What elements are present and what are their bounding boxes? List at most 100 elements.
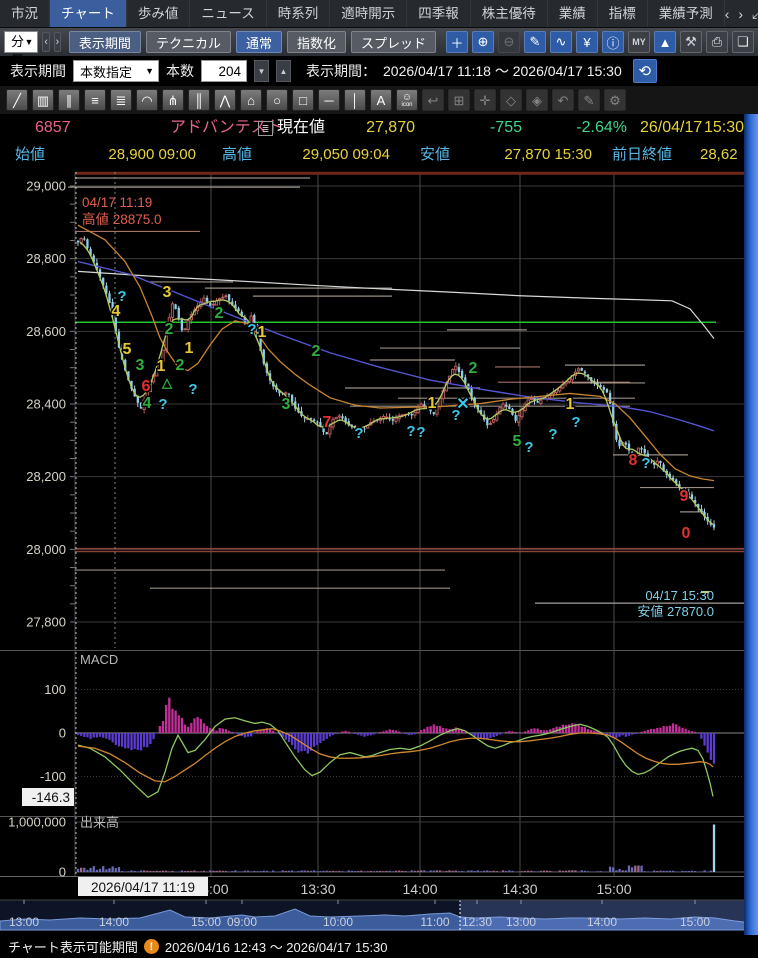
tool-settings-icon: ⚙ [604, 89, 626, 111]
tab-7[interactable]: 株主優待 [471, 0, 548, 27]
macd-histogram [76, 697, 716, 764]
count-label: 本数 [166, 63, 194, 79]
tab-3[interactable]: ニュース [190, 0, 267, 27]
clipboard-icon[interactable]: ❏ [732, 31, 754, 53]
count-up-button[interactable]: ▲ [276, 60, 291, 82]
svg-text:29,000: 29,000 [26, 179, 66, 194]
toolbar-button-1[interactable]: テクニカル [145, 31, 231, 53]
svg-text:?: ? [406, 423, 415, 440]
trend-line-icon[interactable]: ╱ [6, 89, 28, 111]
period-label: 表示期間： [306, 63, 376, 79]
svg-text:04/17 11:19: 04/17 11:19 [82, 195, 152, 210]
ruler-line-icon[interactable]: ▥ [32, 89, 54, 111]
volume-bars [76, 824, 716, 872]
freehand-draw-icon[interactable]: ✎ [524, 31, 546, 53]
currency-display-icon[interactable]: ¥ [576, 31, 598, 53]
prev-close-value: 28,62 [700, 146, 738, 163]
lock-edit-icon: ✎ [578, 89, 600, 111]
svg-text:13:00: 13:00 [506, 915, 536, 929]
quote-row-1: 6857 アドバンテスト ≣ 現在値 27,870 -755 -2.64% 26… [0, 114, 758, 142]
open-value: 28,900 09:00 [108, 146, 196, 163]
interval-select[interactable]: 1分足 ▼ [4, 28, 39, 56]
area-chart-icon[interactable]: ▲ [654, 31, 676, 53]
svg-text:-100: -100 [40, 769, 66, 784]
svg-text:?: ? [158, 396, 167, 413]
tab-2[interactable]: 歩み値 [127, 0, 191, 27]
svg-text:3: 3 [136, 357, 145, 374]
print-icon[interactable]: ⎙ [706, 31, 728, 53]
window-right-border [744, 114, 758, 935]
vertical-segment-icon[interactable]: │ [344, 89, 366, 111]
refresh-button[interactable]: ⟲ [632, 59, 657, 83]
svg-text:0: 0 [59, 726, 66, 741]
svg-text:2: 2 [165, 321, 174, 338]
tab-10[interactable]: 業績予測 [648, 0, 725, 27]
toolbar-button-0[interactable]: 表示期間 [68, 31, 141, 53]
board-list-icon[interactable]: ≣ [258, 121, 273, 136]
expand-window-icon[interactable]: ⤢ [752, 5, 758, 21]
tab-4[interactable]: 時系列 [267, 0, 331, 27]
chart-period-label: チャート表示可能期間 [8, 940, 138, 955]
tab-8[interactable]: 業績 [548, 0, 598, 27]
svg-text:3: 3 [163, 284, 172, 301]
icon-stamp-icon[interactable]: ☺ icon [396, 89, 418, 111]
navigator[interactable]: 13:00 14:00 15:00 09:00 10:00 11:00 12:30 13:00… [0, 899, 758, 931]
svg-text:04/17 15:30: 04/17 15:30 [645, 588, 714, 603]
svg-text:13:00: 13:00 [9, 915, 39, 929]
vertical-lines-icon[interactable]: ║ [188, 89, 210, 111]
navigator-selection[interactable] [460, 900, 752, 930]
next-period-button[interactable]: › [53, 32, 61, 52]
svg-text:2: 2 [176, 357, 185, 374]
tabs-next-button[interactable]: › [738, 5, 744, 22]
axis-labels: 29,000 28,800 28,600 28,400 28,200 28,000 27,8… [8, 179, 632, 898]
toolbar-button-2[interactable]: 通常 [235, 31, 282, 53]
svg-text:4: 4 [112, 303, 121, 320]
fibonacci-arc-icon[interactable]: ◠ [136, 89, 158, 111]
svg-text:27,800: 27,800 [26, 615, 66, 630]
my-chart-icon[interactable]: MY [628, 31, 650, 53]
zoom-in-icon[interactable]: ⊕ [472, 31, 494, 53]
svg-text:28,400: 28,400 [26, 397, 66, 412]
signal-tool-icon[interactable]: ∿ [550, 31, 572, 53]
high-label: 高値 [222, 146, 253, 163]
tab-0[interactable]: 市況 [0, 0, 50, 27]
fan-lines-icon[interactable]: ⋀ [214, 89, 236, 111]
tabs-prev-button[interactable]: ‹ [724, 5, 730, 22]
tab-1[interactable]: チャート [50, 0, 127, 27]
range-mode-select[interactable]: 本数指定 ▼ [73, 60, 159, 82]
tab-6[interactable]: 四季報 [407, 0, 471, 27]
svg-text:12:30: 12:30 [462, 915, 492, 929]
horizontal-lines-3-icon[interactable]: ≡ [84, 89, 106, 111]
rectangle-icon[interactable]: □ [292, 89, 314, 111]
svg-text:28,800: 28,800 [26, 251, 66, 266]
text-label-icon[interactable]: A [370, 89, 392, 111]
tab-5[interactable]: 適時開示 [330, 0, 408, 27]
parallel-lines-icon[interactable]: ∥ [58, 89, 80, 111]
gann-fan-icon[interactable]: ⋔ [162, 89, 184, 111]
svg-text:?: ? [641, 455, 650, 472]
chart-settings-icon[interactable]: ⚒ [680, 31, 702, 53]
svg-text:5: 5 [513, 433, 522, 450]
crosshair-tool-icon[interactable]: ＋ [446, 31, 468, 53]
count-down-button[interactable]: ▼ [254, 60, 269, 82]
horizontal-segment-icon[interactable]: ─ [318, 89, 340, 111]
bar-count-input[interactable]: 204 [201, 60, 247, 82]
svg-text:1: 1 [566, 396, 575, 413]
svg-text:15:00: 15:00 [596, 881, 631, 897]
svg-text:9: 9 [680, 488, 689, 505]
svg-text:11:00: 11:00 [420, 915, 449, 929]
info-icon[interactable]: ⓘ [602, 31, 624, 53]
pentagon-icon[interactable]: ⌂ [240, 89, 262, 111]
interval-select-value: 1分足 [11, 28, 25, 56]
horizontal-lines-4-icon[interactable]: ≣ [110, 89, 132, 111]
tab-9[interactable]: 指標 [598, 0, 648, 27]
ellipse-icon[interactable]: ○ [266, 89, 288, 111]
prev-period-button[interactable]: ‹ [42, 32, 50, 52]
toolbar-button-4[interactable]: スプレッド [350, 31, 436, 53]
svg-text:1: 1 [185, 340, 194, 357]
toolbar-button-3[interactable]: 指数化 [286, 31, 346, 53]
svg-text:△: △ [161, 375, 173, 390]
